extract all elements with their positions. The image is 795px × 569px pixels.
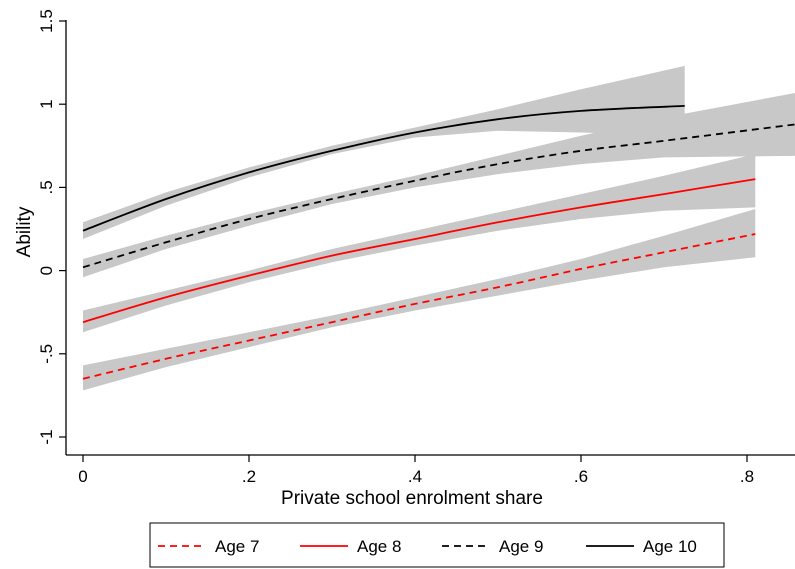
y-tick-label: 1 [37, 99, 56, 108]
legend: Age 7 Age 8 Age 9 Age 10 [149, 522, 725, 568]
x-tick-label: 0 [78, 467, 87, 486]
series-line-age-9 [82, 123, 795, 269]
x-tick-label: .4 [408, 467, 422, 486]
confidence-bands [83, 65, 795, 391]
axes [65, 20, 795, 456]
series-lines [82, 105, 795, 380]
x-ticks: 0 .2 .4 .6 .8 [78, 455, 754, 486]
y-ticks: -1 -.5 0 .5 1 1.5 [37, 9, 66, 445]
y-tick-label: .5 [37, 180, 56, 194]
x-tick-label: .8 [740, 467, 754, 486]
ci-band-age-9 [83, 92, 795, 278]
y-tick-label: -.5 [37, 344, 56, 364]
y-tick-label: 1.5 [37, 9, 56, 33]
ci-band-age-8 [83, 154, 756, 333]
ci-band-age-10 [83, 65, 685, 240]
y-tick-label: 0 [37, 266, 56, 275]
series-line-age-8 [82, 178, 756, 324]
legend-label-age-8: Age 8 [357, 537, 401, 556]
x-axis-title: Private school enrolment share [281, 488, 543, 509]
series-line-age-10 [82, 105, 685, 232]
series-line-age-7 [82, 233, 756, 380]
x-tick-label: .2 [242, 467, 256, 486]
legend-label-age-9: Age 9 [499, 537, 543, 556]
legend-label-age-10: Age 10 [643, 537, 697, 556]
y-axis-title: Ability [14, 206, 35, 257]
y-tick-label: -1 [37, 429, 56, 444]
legend-label-age-7: Age 7 [215, 537, 259, 556]
legend-box [149, 522, 725, 568]
ci-band-age-7 [83, 209, 756, 391]
x-tick-label: .6 [574, 467, 588, 486]
